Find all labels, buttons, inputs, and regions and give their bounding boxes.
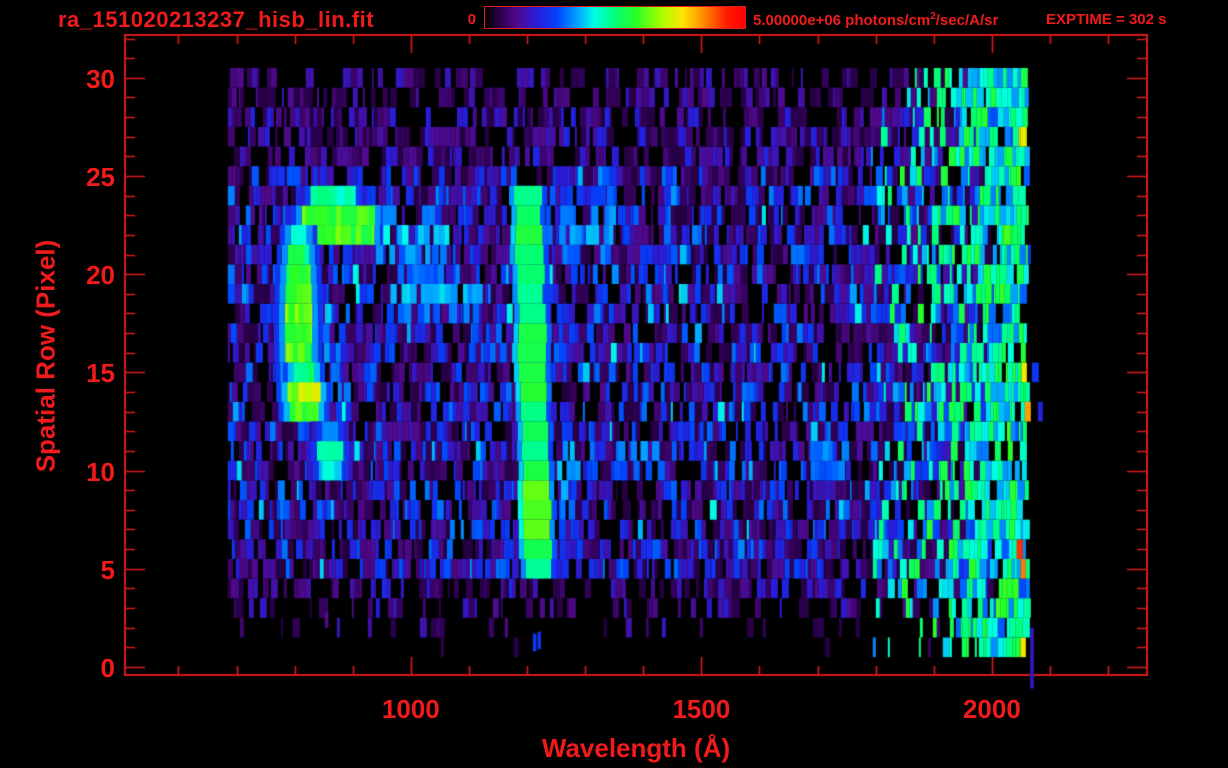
y-tick-label: 15	[86, 358, 115, 389]
x-axis-title: Wavelength (Å)	[541, 733, 731, 763]
y-tick-label: 0	[100, 652, 115, 683]
x-tick-label: 1000	[381, 694, 440, 724]
colorbar-max-label: 5.00000e+06 photons/cm2/sec/A/sr	[753, 11, 999, 29]
x-tick-label: 2000	[962, 694, 1021, 724]
y-tick-label: 5	[100, 554, 115, 585]
y-tick-label: 20	[86, 260, 115, 291]
y-tick-label: 30	[86, 63, 115, 94]
exptime-label: EXPTIME = 302 s	[1046, 11, 1167, 28]
colorbar-gradient	[485, 7, 745, 28]
colorbar-min-label: 0	[467, 11, 476, 28]
x-tick-label: 1500	[672, 694, 731, 724]
y-tick-label: 10	[86, 456, 115, 487]
colorbar	[484, 6, 746, 29]
y-tick-label: 25	[86, 162, 115, 192]
file-title: ra_151020213237_hisb_lin.fit	[58, 7, 375, 32]
